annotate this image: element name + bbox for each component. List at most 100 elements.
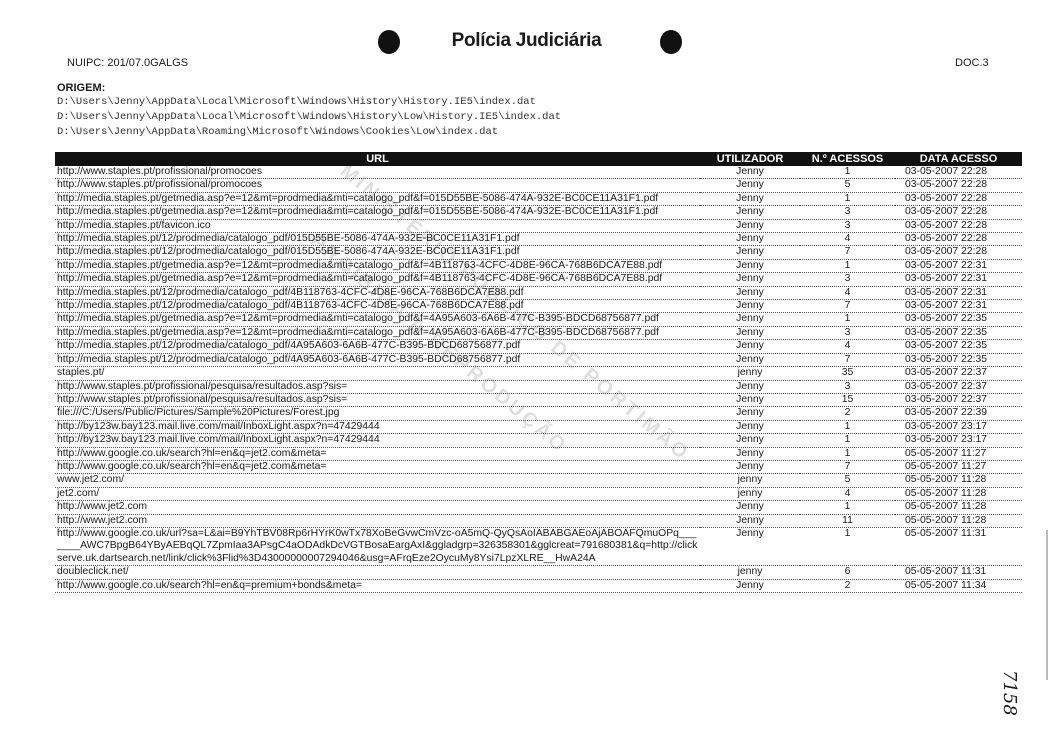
column-header-user: UTILIZADOR bbox=[700, 152, 800, 166]
date-cell: 03-05-2007 22:31 bbox=[895, 286, 1022, 301]
accesses-cell: 5 bbox=[800, 178, 895, 193]
url-cell: http://www.google.co.uk/url?sa=L&ai=B9Yh… bbox=[55, 527, 700, 567]
date-cell: 03-05-2007 23:17 bbox=[895, 420, 1022, 435]
url-cell: http://media.staples.pt/getmedia.asp?e=1… bbox=[55, 205, 700, 220]
user-cell: Jenny bbox=[700, 500, 800, 515]
date-cell: 05-05-2007 11:31 bbox=[895, 527, 1022, 567]
table-row: http://media.staples.pt/12/prodmedia/cat… bbox=[55, 245, 1022, 260]
accesses-cell: 1 bbox=[800, 527, 895, 567]
origin-path: D:\Users\Jenny\AppData\Local\Microsoft\W… bbox=[57, 111, 562, 123]
url-cell: http://media.staples.pt/getmedia.asp?e=1… bbox=[55, 312, 700, 327]
table-row: http://media.staples.pt/12/prodmedia/cat… bbox=[55, 299, 1022, 314]
accesses-cell: 2 bbox=[800, 406, 895, 421]
accesses-cell: 1 bbox=[800, 420, 895, 435]
url-cell: http://media.staples.pt/getmedia.asp?e=1… bbox=[55, 259, 700, 274]
accesses-cell: 2 bbox=[800, 579, 895, 594]
user-cell: jenny bbox=[700, 487, 800, 502]
table-row: http://www.staples.pt/profissional/pesqu… bbox=[55, 393, 1022, 408]
url-cell: doubleclick.net/ bbox=[55, 565, 700, 580]
date-cell: 03-05-2007 22:37 bbox=[895, 393, 1022, 408]
url-cell: staples.pt/ bbox=[55, 366, 700, 381]
url-cell: www.jet2.com/ bbox=[55, 473, 700, 488]
url-cell: http://media.staples.pt/12/prodmedia/cat… bbox=[55, 245, 700, 260]
date-cell: 03-05-2007 22:39 bbox=[895, 406, 1022, 421]
table-row: http://www.google.co.uk/url?sa=L&ai=B9Yh… bbox=[55, 527, 1022, 567]
table-row: http://media.staples.pt/getmedia.asp?e=1… bbox=[55, 272, 1022, 287]
table-row: http://media.staples.pt/getmedia.asp?e=1… bbox=[55, 205, 1022, 220]
user-cell: Jenny bbox=[700, 232, 800, 247]
accesses-cell: 35 bbox=[800, 366, 895, 381]
accesses-cell: 7 bbox=[800, 299, 895, 314]
accesses-cell: 3 bbox=[800, 272, 895, 287]
user-cell: jenny bbox=[700, 366, 800, 381]
column-header-url: URL bbox=[55, 152, 700, 166]
url-cell: http://www.staples.pt/profissional/promo… bbox=[55, 178, 700, 193]
url-cell: http://www.google.co.uk/search?hl=en&q=j… bbox=[55, 447, 700, 461]
date-cell: 05-05-2007 11:28 bbox=[895, 487, 1022, 502]
table-row: doubleclick.net/jenny 6 05-05-2007 11:31 bbox=[55, 565, 1022, 580]
user-cell: Jenny bbox=[700, 527, 800, 567]
url-cell: http://www.staples.pt/profissional/promo… bbox=[55, 166, 700, 180]
table-row: http://media.staples.pt/12/prodmedia/cat… bbox=[55, 232, 1022, 247]
table-row: http://www.jet2.com Jenny 1 05-05-2007 11:2… bbox=[55, 500, 1022, 515]
accesses-cell: 7 bbox=[800, 245, 895, 260]
accesses-cell: 4 bbox=[800, 487, 895, 502]
date-cell: 03-05-2007 22:35 bbox=[895, 326, 1022, 341]
date-cell: 03-05-2007 22:28 bbox=[895, 232, 1022, 247]
user-cell: Jenny bbox=[700, 326, 800, 341]
date-cell: 03-05-2007 22:28 bbox=[895, 245, 1022, 260]
url-cell: http://www.jet2.com bbox=[55, 500, 700, 515]
date-cell: 03-05-2007 22:37 bbox=[895, 366, 1022, 381]
user-cell: Jenny bbox=[700, 339, 800, 354]
table-header: URL UTILIZADOR N.º ACESSOS DATA ACESSO bbox=[55, 152, 1022, 166]
url-cell: http://media.staples.pt/12/prodmedia/cat… bbox=[55, 299, 700, 314]
user-cell: Jenny bbox=[700, 205, 800, 220]
user-cell: Jenny bbox=[700, 192, 800, 207]
accesses-cell: 15 bbox=[800, 393, 895, 408]
accesses-cell: 7 bbox=[800, 460, 895, 475]
date-cell: 05-05-2007 11:27 bbox=[895, 447, 1022, 461]
accesses-cell: 6 bbox=[800, 565, 895, 580]
table-row: http://media.staples.pt/12/prodmedia/cat… bbox=[55, 339, 1022, 354]
user-cell: Jenny bbox=[700, 460, 800, 475]
user-cell: Jenny bbox=[700, 393, 800, 408]
user-cell: Jenny bbox=[700, 166, 800, 180]
user-cell: Jenny bbox=[700, 514, 800, 528]
user-cell: Jenny bbox=[700, 299, 800, 314]
user-cell: Jenny bbox=[700, 245, 800, 260]
accesses-cell: 4 bbox=[800, 286, 895, 301]
date-cell: 05-05-2007 11:34 bbox=[895, 579, 1022, 594]
column-header-accesses: N.º ACESSOS bbox=[800, 152, 895, 166]
accesses-cell: 3 bbox=[800, 205, 895, 220]
table-row: http://media.staples.pt/getmedia.asp?e=1… bbox=[55, 326, 1022, 341]
accesses-cell: 7 bbox=[800, 353, 895, 368]
accesses-cell: 1 bbox=[800, 259, 895, 274]
user-cell: Jenny bbox=[700, 380, 800, 394]
origin-label: ORIGEM: bbox=[57, 82, 106, 94]
case-number: NUIPC: 201/07.0GALGS bbox=[67, 57, 189, 69]
url-cell: http://media.staples.pt/getmedia.asp?e=1… bbox=[55, 192, 700, 207]
url-cell: http://www.staples.pt/profissional/pesqu… bbox=[55, 380, 700, 394]
date-cell: 03-05-2007 22:31 bbox=[895, 259, 1022, 274]
table-row: http://www.jet2.com Jenny 11 05-05-2007 11:… bbox=[55, 514, 1022, 528]
user-cell: Jenny bbox=[700, 420, 800, 435]
user-cell: Jenny bbox=[700, 447, 800, 461]
table-row: http://www.staples.pt/profissional/promo… bbox=[55, 166, 1022, 180]
table-row: http://by123w.bay123.mail.live.com/mail/… bbox=[55, 420, 1022, 435]
user-cell: Jenny bbox=[700, 272, 800, 287]
origin-path: D:\Users\Jenny\AppData\Roaming\Microsoft… bbox=[57, 126, 499, 138]
table-row: http://www.staples.pt/profissional/pesqu… bbox=[55, 380, 1022, 394]
date-cell: 03-05-2007 22:35 bbox=[895, 339, 1022, 354]
user-cell: Jenny bbox=[700, 406, 800, 421]
url-cell: http://www.google.co.uk/search?hl=en&q=p… bbox=[55, 579, 700, 594]
table-row: staples.pt/jenny 35 03-05-2007 22:37 bbox=[55, 366, 1022, 381]
accesses-cell: 1 bbox=[800, 166, 895, 180]
url-cell: http://media.staples.pt/12/prodmedia/cat… bbox=[55, 339, 700, 354]
accesses-cell: 4 bbox=[800, 232, 895, 247]
column-header-date: DATA ACESSO bbox=[895, 152, 1022, 166]
url-cell: http://www.staples.pt/profissional/pesqu… bbox=[55, 393, 700, 408]
table-row: http://media.staples.pt/favicon.ico Jenny… bbox=[55, 219, 1022, 234]
table-row: http://media.staples.pt/getmedia.asp?e=1… bbox=[55, 312, 1022, 327]
date-cell: 03-05-2007 22:28 bbox=[895, 178, 1022, 193]
date-cell: 05-05-2007 11:27 bbox=[895, 460, 1022, 475]
